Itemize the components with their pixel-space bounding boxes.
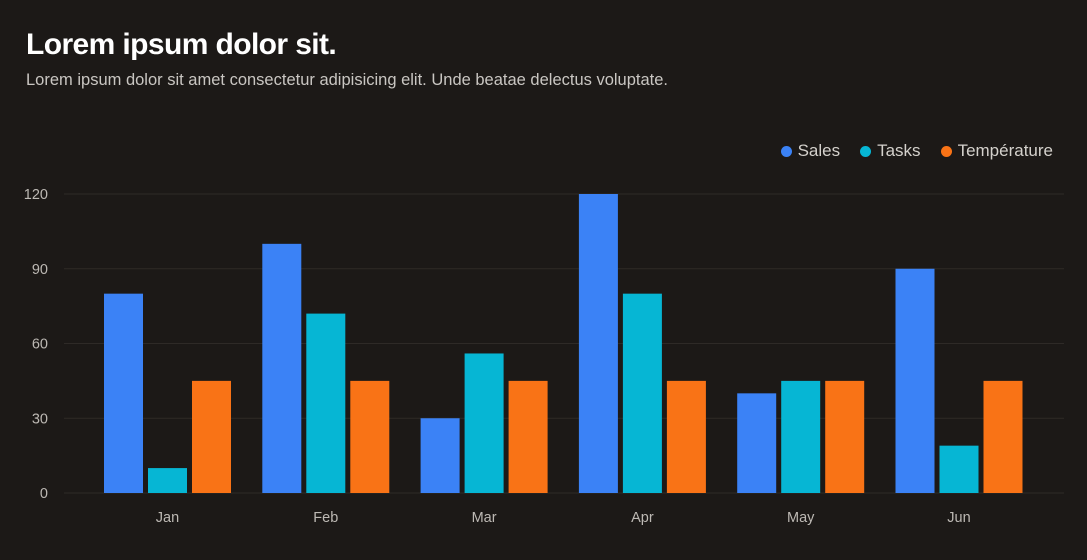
bar-sales-feb[interactable] [262, 243, 302, 493]
legend-label-sales: Sales [797, 141, 841, 160]
bar-sales-may[interactable] [737, 393, 777, 493]
legend-item-sales[interactable]: Sales [780, 141, 841, 161]
x-tick-label: Jan [156, 510, 179, 526]
bar-tasks-mar[interactable] [464, 353, 504, 493]
legend-label-tasks: Tasks [877, 141, 921, 160]
legend-swatch-tasks [860, 145, 872, 157]
bar-sales-apr[interactable] [578, 194, 618, 493]
bar-sales-mar[interactable] [420, 418, 460, 493]
legend-item-temperature[interactable]: Température [940, 141, 1053, 161]
bar-tasks-feb[interactable] [306, 313, 346, 493]
bar-temprature-apr[interactable] [666, 380, 706, 493]
bar-temprature-jan[interactable] [192, 380, 231, 493]
chart-legend: Sales Tasks Température [780, 141, 1053, 161]
legend-item-tasks[interactable]: Tasks [860, 141, 921, 161]
x-tick-label: Apr [631, 510, 654, 526]
bar-temprature-feb[interactable] [350, 380, 390, 493]
page-subtitle: Lorem ipsum dolor sit amet consectetur a… [26, 71, 669, 89]
bar-tasks-jan[interactable] [148, 468, 187, 493]
y-tick-label: 60 [32, 337, 48, 353]
legend-swatch-temperature [940, 145, 952, 157]
page-title: Lorem ipsum dolor sit. [26, 28, 337, 61]
y-tick-label: 90 [32, 262, 48, 278]
legend-swatch-sales [780, 145, 792, 157]
bar-temprature-may[interactable] [825, 380, 865, 493]
x-tick-label: May [787, 510, 815, 526]
bar-tasks-may[interactable] [781, 380, 821, 493]
x-tick-label: Jun [947, 510, 970, 526]
bar-sales-jan[interactable] [104, 293, 143, 493]
y-tick-label: 0 [40, 486, 48, 502]
y-tick-label: 120 [24, 187, 48, 203]
x-tick-label: Feb [313, 510, 338, 526]
bar-temprature-mar[interactable] [508, 380, 548, 493]
x-tick-label: Mar [472, 510, 497, 526]
bar-temprature-jun[interactable] [983, 380, 1023, 493]
bar-tasks-jun[interactable] [939, 445, 979, 493]
legend-label-temperature: Température [957, 141, 1053, 160]
bar-sales-jun[interactable] [895, 268, 935, 493]
y-tick-label: 30 [32, 411, 48, 427]
bar-tasks-apr[interactable] [622, 293, 662, 493]
